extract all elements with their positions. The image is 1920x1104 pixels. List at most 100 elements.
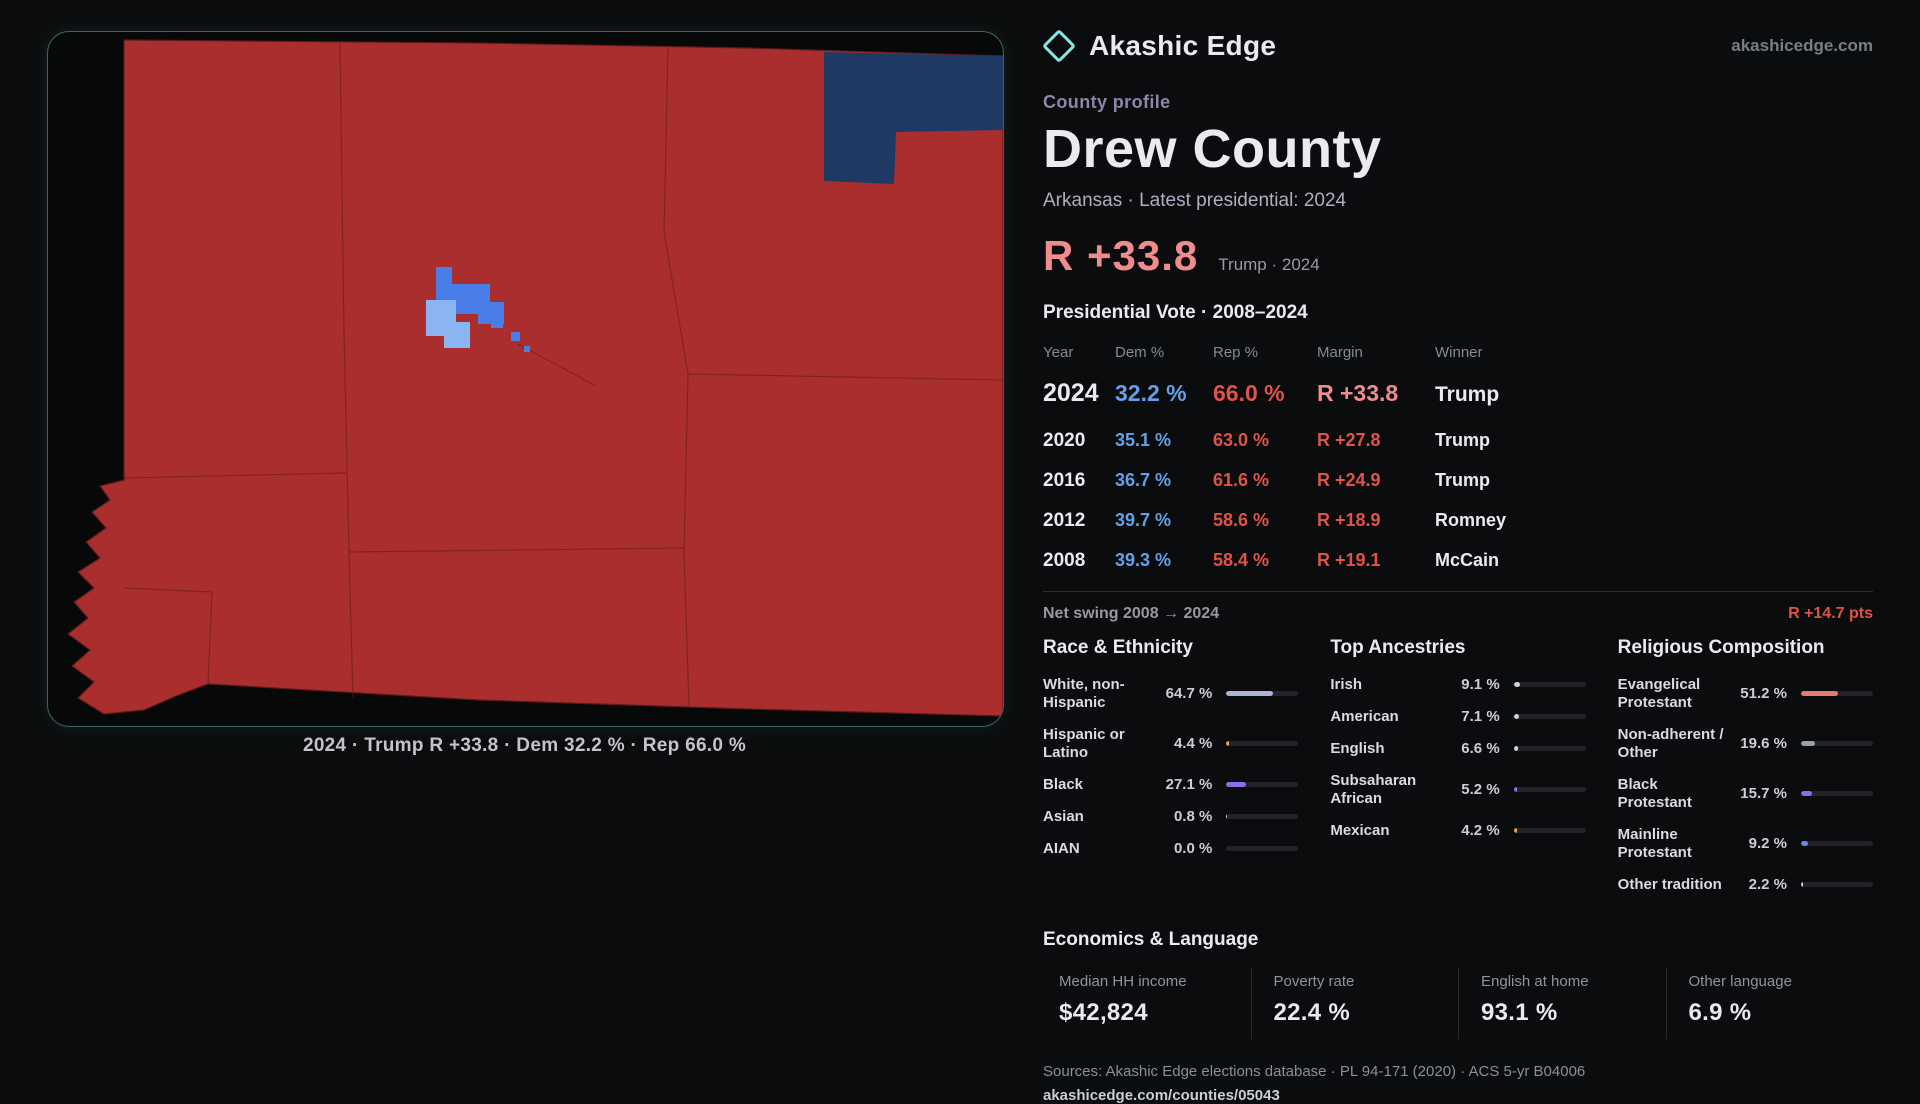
stat-label: Median HH income	[1059, 972, 1187, 990]
cell-margin: R +19.1	[1317, 549, 1381, 570]
demo-bar-fill	[1513, 787, 1518, 793]
demo-bar-fill	[1513, 714, 1519, 720]
demo-bar-fill	[1226, 691, 1273, 697]
headline-margin: R +33.8	[1043, 231, 1199, 279]
demo-label: Evangelical Protestant	[1617, 675, 1701, 711]
brand-domain-link[interactable]: akashicedge.com	[1731, 36, 1873, 55]
demo-label: Black	[1043, 775, 1084, 793]
stat-label: Poverty rate	[1273, 972, 1355, 990]
table-row: 2008 39.3 % 58.4 % R +19.1 McCain	[1043, 541, 1873, 581]
demo-bar	[1513, 828, 1586, 834]
brand-name: Akashic Edge	[1089, 30, 1277, 61]
demo-bar	[1226, 691, 1299, 697]
county-precinct-map[interactable]	[48, 32, 1003, 726]
demo-label: AIAN	[1043, 839, 1080, 857]
stat-median-income: Median HH income $42,824	[1043, 967, 1251, 1039]
county-map-panel	[47, 31, 1004, 727]
demo-bar	[1800, 691, 1873, 697]
stat-value: 6.9 %	[1688, 998, 1752, 1026]
dem-precinct-northeast	[824, 52, 1003, 184]
precinct-boundaries	[123, 43, 1003, 707]
cell-dem: 32.2 %	[1115, 379, 1187, 406]
net-swing-row: Net swing 2008 → 2024 R +14.7 pts	[1043, 592, 1873, 623]
cell-rep: 58.4 %	[1213, 549, 1270, 570]
demo-value: 64.7 %	[1165, 685, 1213, 703]
subtitle: Arkansas · Latest presidential: 2024	[1043, 189, 1347, 211]
demo-bar-fill	[1800, 791, 1813, 797]
demo-label: Irish	[1330, 675, 1363, 693]
cell-winner: McCain	[1435, 549, 1500, 570]
dem-precinct	[511, 332, 520, 341]
demo-label: Black Protestant	[1617, 775, 1692, 811]
county-shape-republican	[67, 39, 1003, 717]
col-header-rep: Rep %	[1213, 343, 1259, 361]
cell-dem: 39.7 %	[1115, 509, 1172, 530]
demo-bar	[1513, 746, 1586, 752]
demo-bar	[1800, 741, 1873, 747]
demo-row: Hispanic or Latino 4.4 %	[1043, 719, 1299, 769]
demo-value: 15.7 %	[1740, 785, 1787, 803]
table-row: 2012 39.7 % 58.6 % R +18.9 Romney	[1043, 501, 1873, 541]
cell-year: 2008	[1043, 549, 1086, 571]
county-profile-pane: Akashic Edge akashicedge.com County prof…	[1042, 29, 1874, 1104]
demo-bar	[1513, 682, 1586, 688]
demo-bar-fill	[1800, 741, 1816, 747]
table-row: 2020 35.1 % 63.0 % R +27.8 Trump	[1043, 421, 1873, 461]
section-title: Top Ancestries	[1330, 636, 1466, 658]
stat-other-language: Other language 6.9 %	[1665, 966, 1874, 1039]
cell-rep: 66.0 %	[1213, 379, 1285, 406]
cell-winner: Romney	[1435, 509, 1507, 530]
net-swing-value: R +14.7 pts	[1788, 604, 1873, 622]
demo-value: 4.4 %	[1173, 735, 1213, 753]
dem-precinct	[491, 316, 503, 328]
demo-value: 7.1 %	[1461, 708, 1500, 726]
demo-bar-fill	[1513, 682, 1521, 688]
brand-diamond-icon	[1042, 29, 1076, 63]
dem-precinct-light	[426, 300, 470, 348]
demo-row: English 6.6 %	[1330, 733, 1586, 765]
demographics-grid: Race & Ethnicity White, non-Hispanic 64.…	[1043, 637, 1873, 901]
demo-value: 6.6 %	[1461, 740, 1500, 758]
demo-label: Other tradition	[1617, 875, 1722, 893]
stat-english-at-home: English at home 93.1 %	[1458, 966, 1666, 1039]
col-header-margin: Margin	[1317, 343, 1363, 361]
permalink[interactable]: akashicedge.com/counties/05043	[1043, 1086, 1280, 1104]
demo-value: 9.2 %	[1748, 835, 1787, 853]
race-ethnicity-section: Race & Ethnicity White, non-Hispanic 64.…	[1043, 636, 1299, 901]
dem-precinct-cluster	[426, 267, 530, 352]
demo-row: Evangelical Protestant 51.2 %	[1618, 669, 1873, 719]
religion-section: Religious Composition Evangelical Protes…	[1618, 637, 1873, 901]
vote-table-title: Presidential Vote · 2008–2024	[1043, 301, 1308, 323]
demo-row: Irish 9.1 %	[1330, 669, 1586, 701]
demo-label: Hispanic or Latino	[1043, 725, 1125, 761]
stat-value: 22.4 %	[1273, 998, 1351, 1026]
cell-year: 2016	[1043, 469, 1086, 491]
col-header-dem: Dem %	[1115, 343, 1165, 361]
col-header-winner: Winner	[1435, 343, 1483, 361]
sources-note: Sources: Akashic Edge elections database…	[1043, 1062, 1586, 1080]
map-caption: 2024 · Trump R +33.8 · Dem 32.2 % · Rep …	[302, 735, 747, 756]
economics-title: Economics & Language	[1043, 928, 1259, 950]
section-title: Race & Ethnicity	[1043, 636, 1193, 658]
demo-label: Subsaharan African	[1330, 771, 1417, 807]
stat-value: 93.1 %	[1481, 998, 1558, 1026]
demo-value: 4.2 %	[1461, 822, 1500, 840]
col-header-year: Year	[1043, 343, 1074, 361]
demo-label: Mainline Protestant	[1617, 825, 1692, 861]
table-row: 2016 36.7 % 61.6 % R +24.9 Trump	[1043, 461, 1873, 501]
ancestries-section: Top Ancestries Irish 9.1 % American 7.1 …	[1330, 636, 1586, 901]
cell-margin: R +24.9	[1317, 469, 1381, 490]
demo-label: American	[1330, 707, 1399, 725]
cell-dem: 39.3 %	[1115, 549, 1172, 570]
demo-label: Mexican	[1330, 821, 1390, 839]
demo-row: Other tradition 2.2 %	[1618, 869, 1873, 901]
kicker: County profile	[1043, 92, 1171, 112]
section-title: Religious Composition	[1617, 636, 1825, 658]
cell-year: 2020	[1043, 429, 1086, 451]
dem-precinct	[524, 346, 530, 352]
stat-label: Other language	[1688, 972, 1792, 990]
header: Akashic Edge akashicedge.com	[1042, 29, 1873, 63]
demo-bar-fill	[1226, 814, 1227, 820]
demo-value: 2.2 %	[1748, 876, 1787, 894]
demo-value: 27.1 %	[1165, 776, 1213, 794]
